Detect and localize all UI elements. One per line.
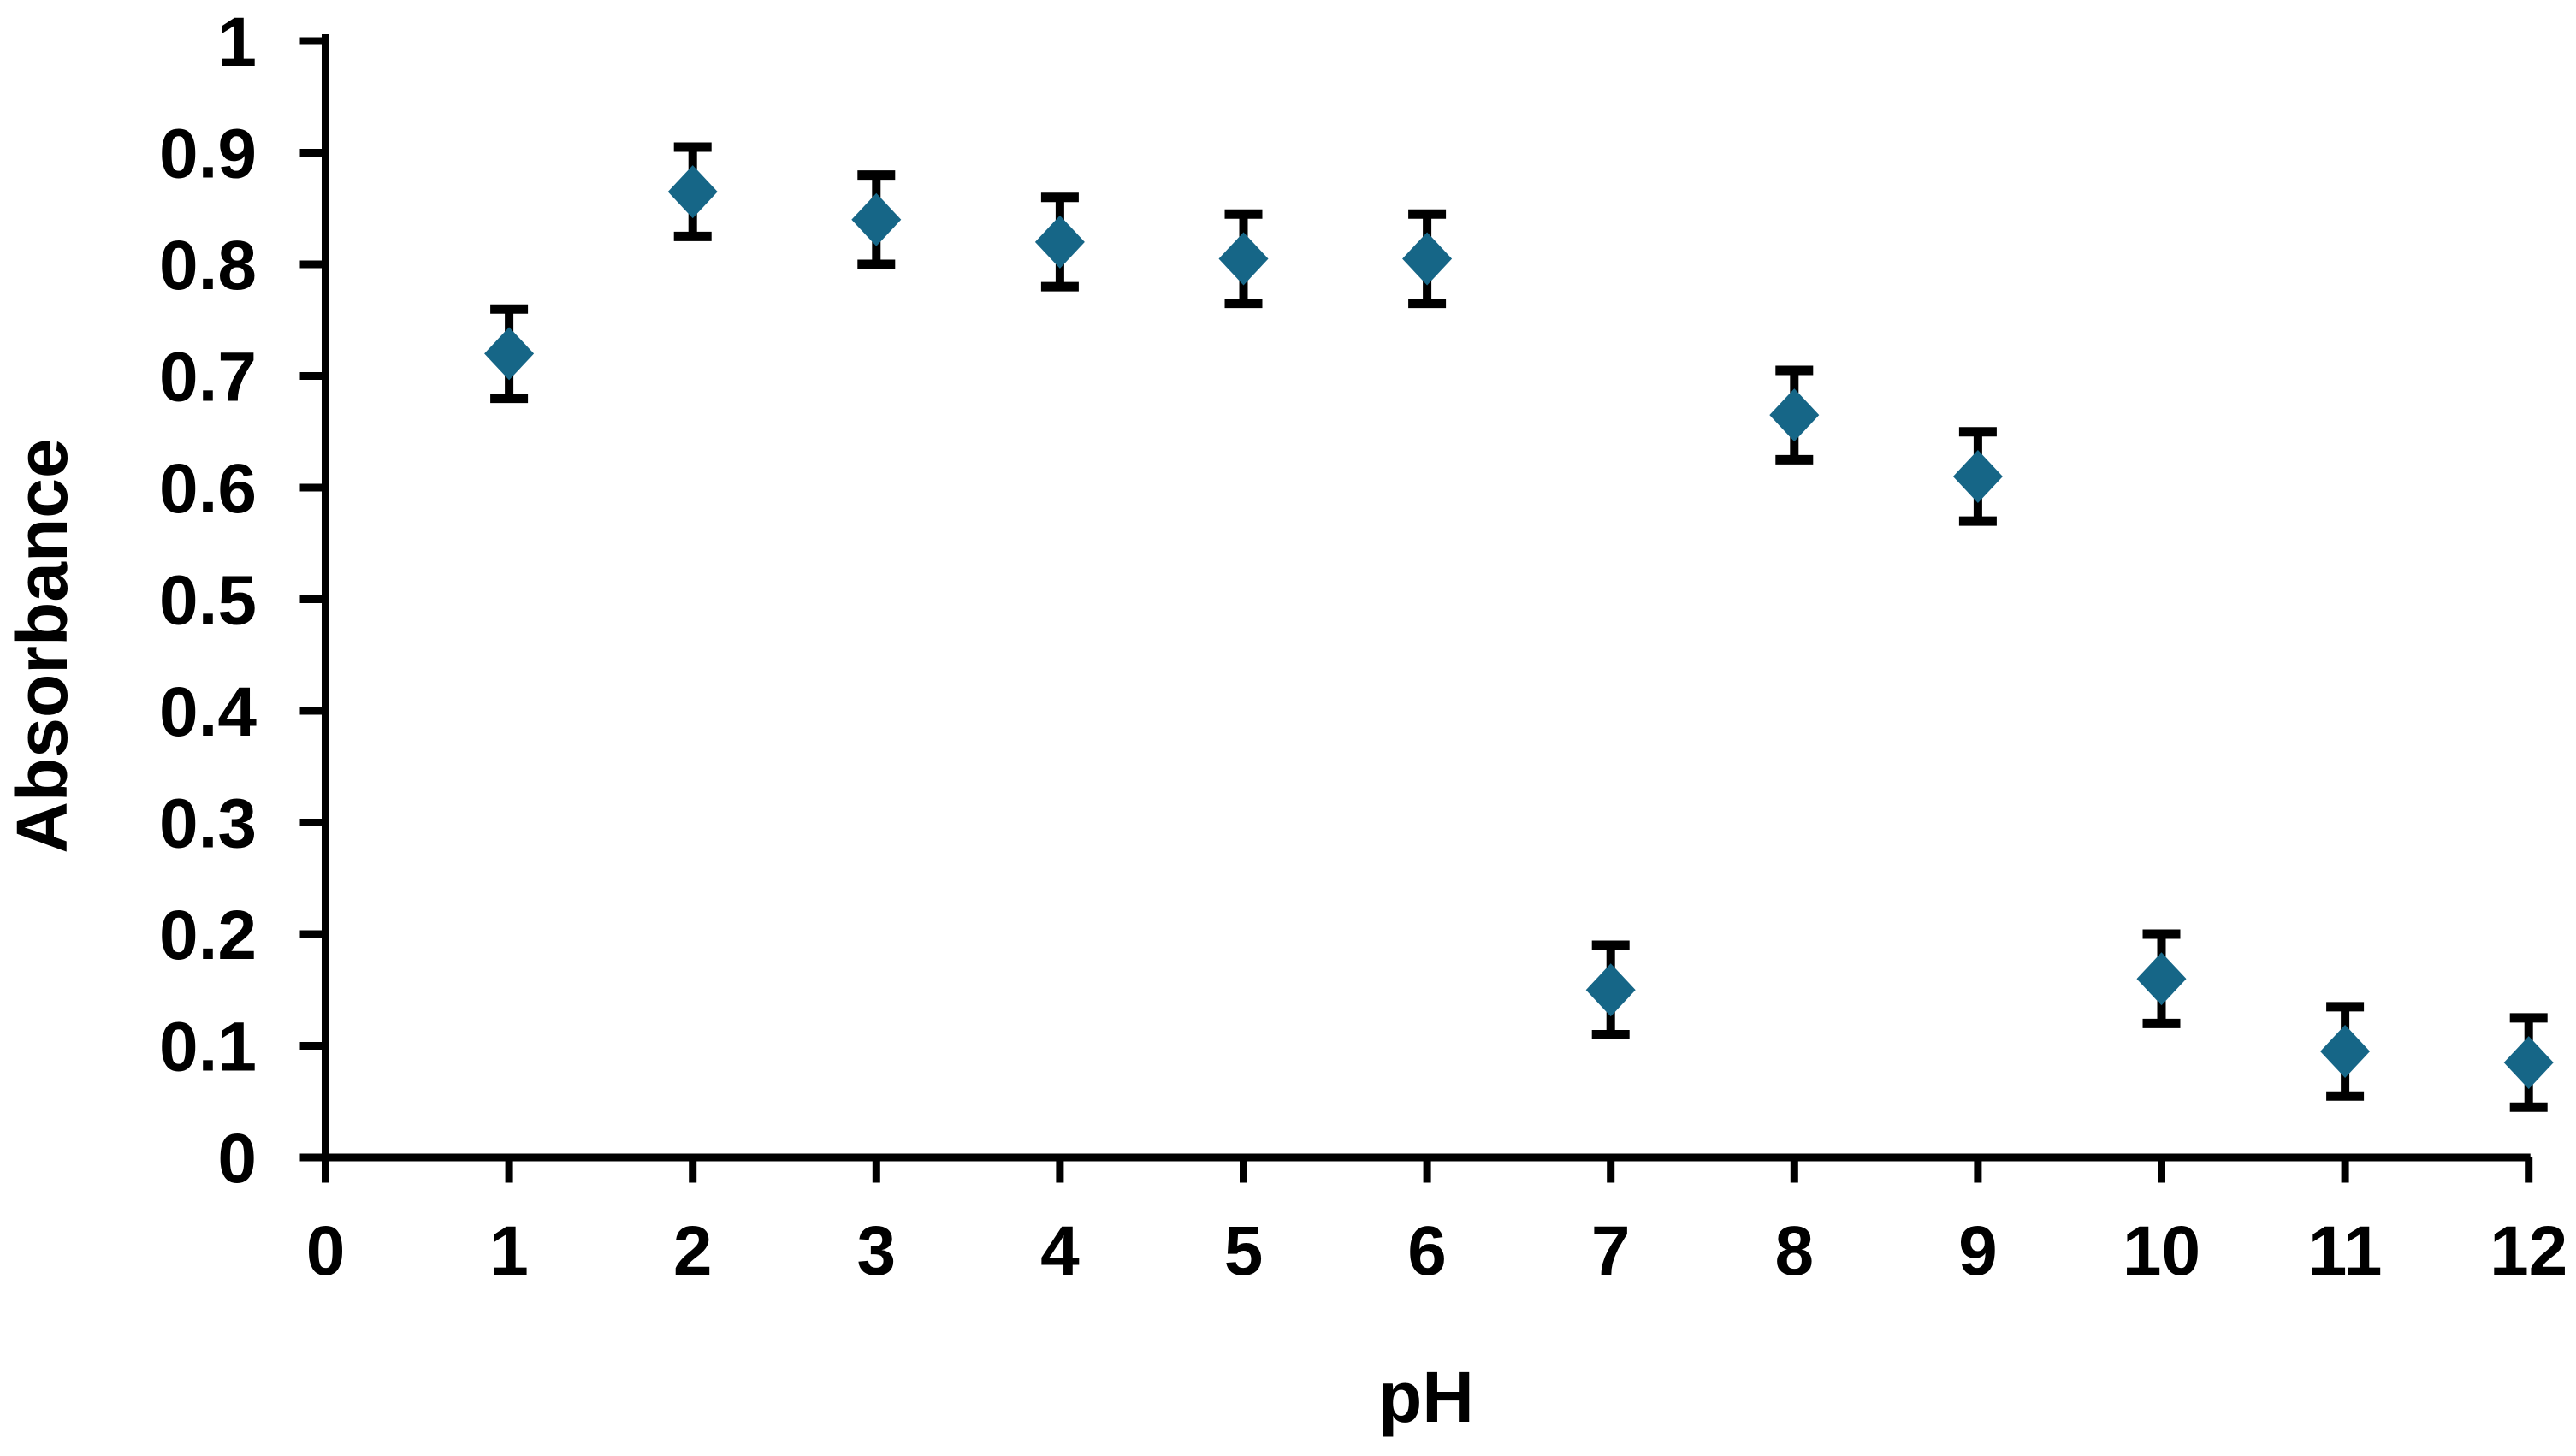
data-point-ph-10 bbox=[2136, 952, 2187, 1006]
x-tick-label: 4 bbox=[1040, 1212, 1080, 1290]
y-tick-label: 0.6 bbox=[159, 450, 257, 528]
y-tick-label: 1 bbox=[217, 3, 257, 81]
data-point-ph-4 bbox=[1034, 215, 1085, 269]
y-tick-label: 0.1 bbox=[159, 1009, 257, 1086]
x-tick-label: 9 bbox=[1958, 1212, 1998, 1290]
y-tick-label: 0.8 bbox=[159, 227, 257, 305]
data-point-ph-1 bbox=[484, 327, 535, 381]
y-tick-label: 0.3 bbox=[159, 785, 257, 863]
data-point-ph-2 bbox=[667, 165, 718, 219]
data-point-ph-6 bbox=[1402, 232, 1453, 286]
x-tick-label: 6 bbox=[1407, 1212, 1447, 1290]
y-tick-label: 0.2 bbox=[159, 897, 257, 974]
data-point-ph-3 bbox=[851, 192, 902, 246]
data-point-ph-8 bbox=[1769, 388, 1820, 442]
data-point-ph-5 bbox=[1218, 232, 1269, 286]
x-tick-label: 12 bbox=[2490, 1212, 2567, 1290]
x-tick-label: 1 bbox=[489, 1212, 529, 1290]
data-point-ph-12 bbox=[2503, 1036, 2554, 1090]
y-axis-title: Absorbance bbox=[2, 438, 82, 853]
x-tick-label: 11 bbox=[2308, 1212, 2383, 1290]
data-point-ph-11 bbox=[2320, 1025, 2371, 1079]
y-tick-label: 0.4 bbox=[159, 673, 257, 751]
x-tick-label: 8 bbox=[1774, 1212, 1814, 1290]
y-tick-label: 0.9 bbox=[159, 115, 257, 193]
data-point-ph-7 bbox=[1585, 963, 1636, 1017]
x-axis-title: pH bbox=[1378, 1357, 1474, 1437]
y-tick-label: 0.5 bbox=[159, 562, 257, 640]
data-point-ph-9 bbox=[1952, 449, 2003, 503]
x-tick-label: 3 bbox=[856, 1212, 896, 1290]
y-tick-label: 0.7 bbox=[159, 339, 257, 417]
x-tick-label: 5 bbox=[1224, 1212, 1264, 1290]
x-tick-label: 0 bbox=[306, 1212, 346, 1290]
x-tick-label: 2 bbox=[673, 1212, 713, 1290]
plot-layer: 00.10.20.30.40.50.60.70.80.910 1 2 3 4 5 6 7 8 9 1… bbox=[159, 3, 2567, 1290]
y-tick-label: 0 bbox=[217, 1120, 257, 1198]
x-tick-label: 10 bbox=[2123, 1212, 2200, 1290]
x-tick-label: 7 bbox=[1591, 1212, 1631, 1290]
